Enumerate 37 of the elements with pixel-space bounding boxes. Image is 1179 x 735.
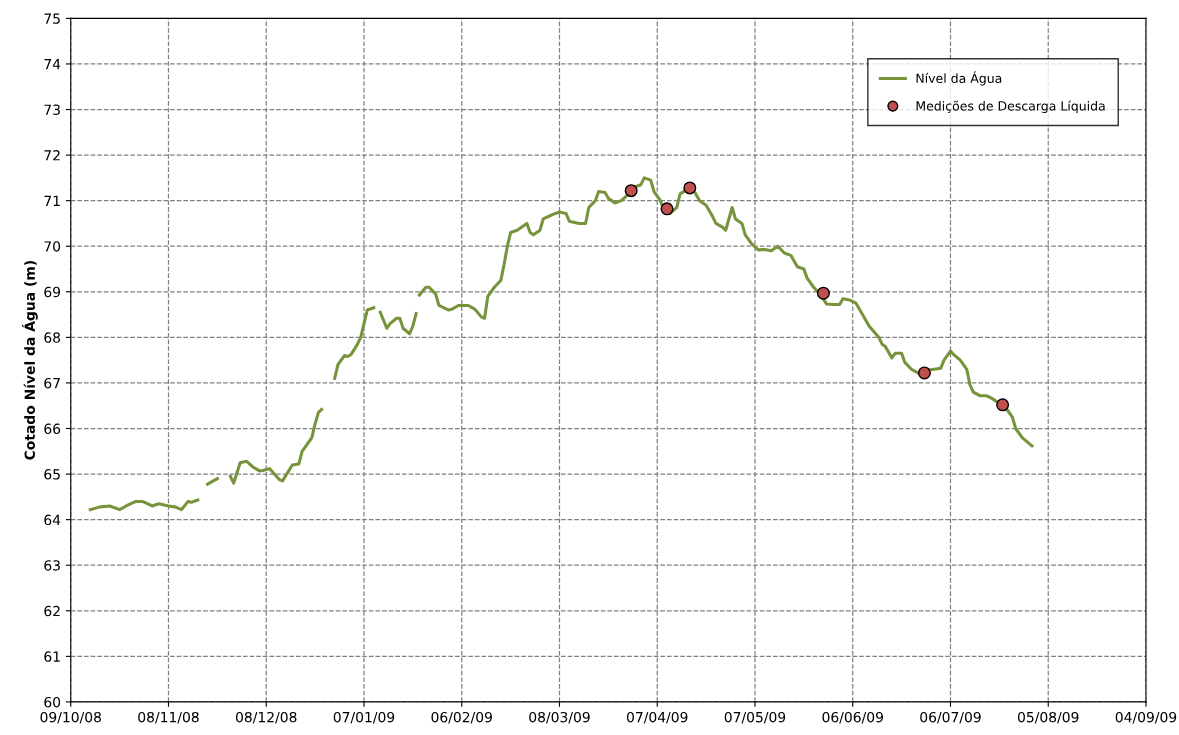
y-tick-label: 60	[44, 696, 61, 708]
y-tick-label: 74	[44, 59, 61, 70]
y-tick-label: 61	[44, 651, 60, 662]
y-tick-label: 62	[44, 605, 60, 617]
x-tick-label: 05/08/09	[1017, 711, 1079, 724]
legend-label: Nível da Água	[916, 71, 1002, 86]
y-tick-label: 69	[44, 286, 61, 298]
x-tick-label: 08/11/08	[138, 711, 199, 724]
point	[996, 398, 1010, 412]
y-tick-label: 68	[44, 332, 61, 343]
point	[683, 181, 697, 195]
point	[816, 286, 830, 300]
y-tick-label: 73	[44, 104, 60, 115]
y-tick-label: 75	[44, 13, 60, 24]
y-tick-label: 66	[44, 423, 61, 434]
x-tick-label: 06/02/09	[431, 711, 492, 724]
y-tick-label: 65	[44, 469, 60, 480]
point	[624, 184, 638, 198]
y-tick-label: 70	[44, 241, 61, 252]
x-tick-label: 06/07/09	[920, 711, 981, 724]
y-tick-label: 67	[44, 377, 60, 389]
x-tick-label: 04/09/09	[1115, 711, 1177, 724]
y-axis-title: Cotado Nível da Água (m)	[21, 261, 38, 460]
x-tick-label: 07/01/09	[333, 711, 395, 724]
x-tick-label: 06/06/09	[822, 711, 883, 724]
x-tick-label: 07/05/09	[724, 711, 786, 724]
y-tick-label: 64	[44, 514, 61, 526]
legend-label: Medições de Descarga Líquida	[916, 100, 1105, 114]
x-tick-label: 08/03/09	[529, 711, 590, 724]
y-tick-label: 72	[44, 150, 60, 161]
x-tick-label: 07/04/09	[626, 711, 688, 724]
y-tick-label: 63	[44, 560, 60, 571]
y-tick-label: 71	[44, 195, 60, 206]
point	[660, 202, 674, 216]
x-tick-label: 09/10/08	[40, 711, 101, 724]
x-tick-label: 08/12/08	[235, 711, 297, 724]
point	[917, 366, 931, 380]
